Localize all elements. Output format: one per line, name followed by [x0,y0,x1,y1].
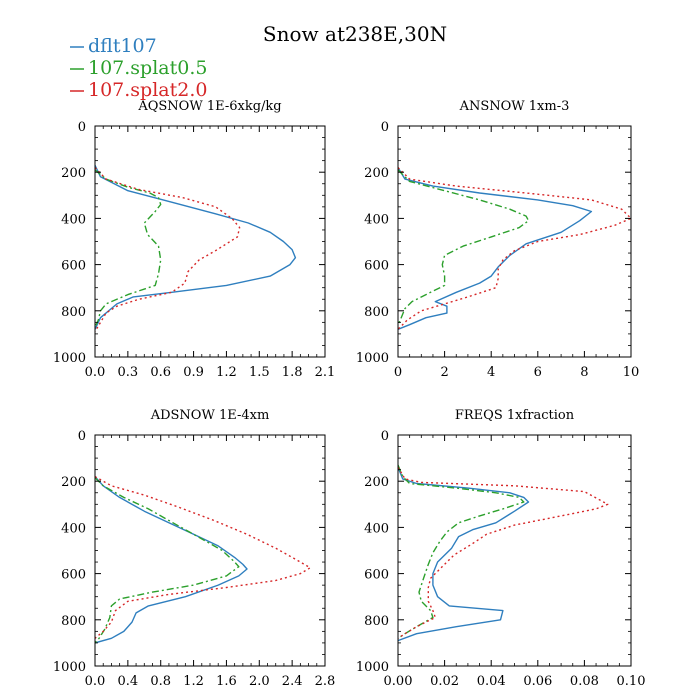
x-tick-label: 0.08 [570,674,599,689]
x-tick-label: 0.10 [617,674,646,689]
series-group [95,164,297,332]
y-tick-label: 800 [61,305,86,320]
x-tick-label: 10 [623,365,640,380]
chart-panel: ANSNOW 1xm-3 0 2 4 6 8 10 0 200 400 600 800 1000 [356,99,639,380]
legend-label: 107.splat2.0 [88,79,207,101]
series-line-dflt107 [95,164,297,330]
y-tick-label: 600 [364,568,389,583]
legend-entry: 107.splat0.5 [70,57,207,79]
y-tick-label: 400 [364,521,389,536]
x-tick-label: 2.8 [315,674,336,689]
series-line-dflt107 [95,476,248,644]
x-tick-label: 0.4 [118,674,139,689]
y-tick-label: 0 [78,120,86,135]
y-tick-label: 0 [381,429,389,444]
plot-frame [94,125,326,358]
y-tick-label: 1000 [356,351,389,366]
x-tick-label: 0.0 [85,674,106,689]
series-group [95,475,311,644]
y-tick-label: 600 [61,259,86,274]
x-tick-label: 0 [394,365,402,380]
panel-title: ADSNOW 1E-4xm [150,408,270,423]
panel-title: AQSNOW 1E-6xkg/kg [137,99,281,114]
series-line-107-splat2-0 [95,167,241,332]
y-tick-label: 200 [61,475,86,490]
y-tick-label: 800 [364,614,389,629]
x-tick-label: 1.2 [216,365,237,380]
plot-frame [397,125,632,358]
series-line-dflt107 [398,167,593,330]
x-tick-label: 0.02 [430,674,459,689]
x-tick-label: 6 [534,365,542,380]
panel-title: ANSNOW 1xm-3 [459,99,570,114]
x-tick-label: 4 [487,365,495,380]
legend-label: 107.splat0.5 [88,57,207,79]
y-tick-label: 400 [61,521,86,536]
x-tick-label: 0.8 [150,674,171,689]
x-tick-label: 2.4 [282,674,303,689]
y-tick-label: 600 [61,568,86,583]
series-line-107-splat2-0 [398,167,631,330]
legend-entry: dflt107 [70,35,157,57]
x-tick-label: 1.5 [249,365,270,380]
series-line-107-splat0-5 [398,169,530,326]
panel-title: FREQS 1xfraction [455,408,575,423]
y-tick-label: 0 [78,429,86,444]
y-tick-label: 200 [364,475,389,490]
series-line-107-splat2-0 [398,466,609,639]
y-tick-label: 600 [364,259,389,274]
x-tick-label: 0.3 [118,365,139,380]
y-tick-label: 1000 [53,660,86,675]
series-line-dflt107 [398,467,530,642]
x-tick-label: 2.1 [315,365,336,380]
y-tick-label: 0 [381,120,389,135]
y-tick-label: 200 [61,166,86,181]
legend-entry: 107.splat2.0 [70,79,207,101]
x-tick-label: 0.04 [477,674,506,689]
series-line-107-splat2-0 [95,475,311,639]
y-tick-label: 200 [364,166,389,181]
y-tick-label: 400 [364,212,389,227]
y-tick-label: 800 [61,614,86,629]
legend-label: dflt107 [88,35,157,57]
x-tick-label: 0.0 [85,365,106,380]
x-tick-label: 1.8 [282,365,303,380]
x-tick-label: 1.2 [183,674,204,689]
x-tick-label: 0.06 [523,674,552,689]
x-tick-label: 2.0 [249,674,270,689]
figure-title: Snow at238E,30N [263,22,447,46]
x-tick-label: 1.6 [216,674,237,689]
x-tick-label: 0.6 [150,365,171,380]
series-line-107-splat0-5 [95,169,162,328]
x-tick-label: 8 [580,365,588,380]
series-line-107-splat0-5 [95,477,240,644]
y-tick-label: 1000 [356,660,389,675]
chart-panel: ADSNOW 1E-4xm 0.0 0.4 0.8 1.2 1.6 2.0 2.4 2.8 0 20… [53,408,335,689]
x-tick-label: 0.9 [183,365,204,380]
series-group [398,167,631,330]
x-tick-label: 2 [440,365,448,380]
panels: AQSNOW 1E-6xkg/kg 0.0 0.3 0.6 0.9 1.2 1.5 1.8 2.… [53,99,646,689]
plot-frame [94,434,326,667]
series-line-107-splat0-5 [398,464,525,639]
series-group [398,464,609,642]
y-tick-label: 1000 [53,351,86,366]
chart-panel: FREQS 1xfraction 0.00 0.02 0.04 0.06 0.08 0.10… [356,408,646,689]
chart-panel: AQSNOW 1E-6xkg/kg 0.0 0.3 0.6 0.9 1.2 1.5 1.8 2.… [53,99,335,380]
y-tick-label: 800 [364,305,389,320]
x-tick-label: 0.00 [384,674,413,689]
y-tick-label: 400 [61,212,86,227]
